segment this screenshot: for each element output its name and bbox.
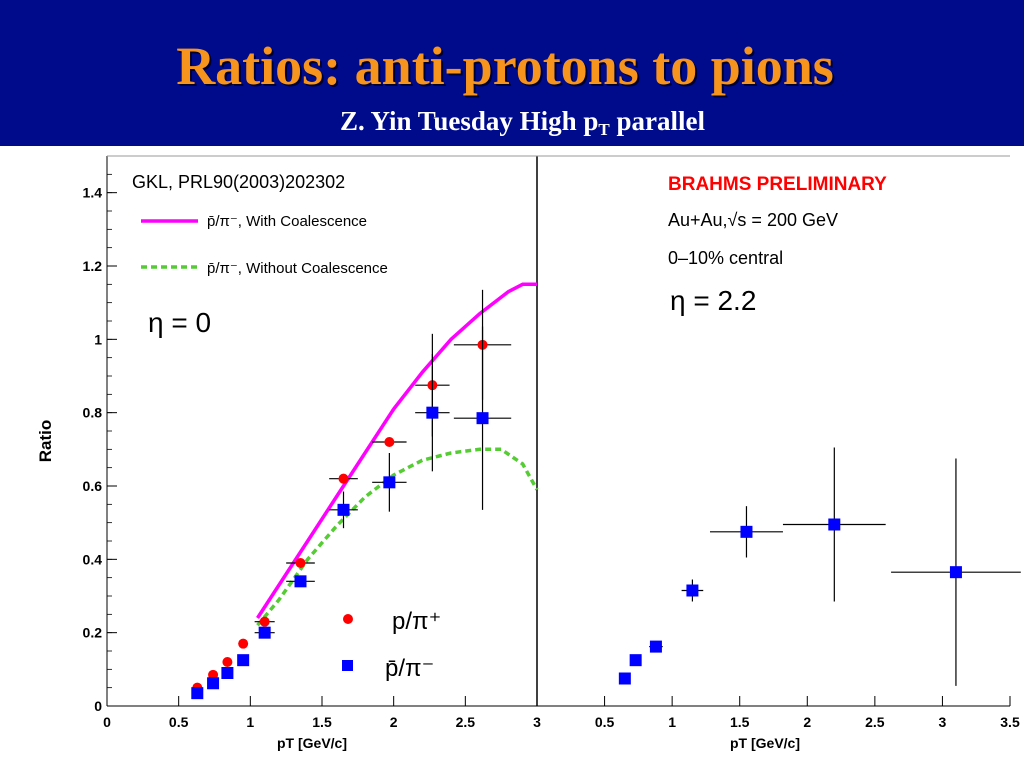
- brahms-antiproton-pion-point: [618, 672, 631, 685]
- brahms-antiproton-pion-point: [828, 518, 841, 531]
- left-axis-ticks: 0 0.2 0.4 0.6 0.8 1 1.2 1.4 0 0.5 1 1.5 2 2.5 3: [83, 173, 541, 730]
- right-eta-annotation: η = 2.2: [670, 285, 756, 316]
- x-tick-label: 3: [533, 714, 541, 730]
- proton-pion-point: [259, 616, 270, 627]
- proton-pion-point: [338, 473, 349, 484]
- antiproton-pion-point: [207, 677, 220, 690]
- proton-pion-point: [295, 558, 306, 568]
- x-tick-label: 1: [246, 714, 254, 730]
- antiproton-pion-point: [294, 575, 307, 588]
- y-tick-label: 0.4: [83, 551, 103, 567]
- left-chart-marks: [191, 282, 539, 700]
- antiproton-pion-point: [383, 476, 396, 489]
- left-x-axis-label: pT [GeV/c]: [277, 735, 347, 751]
- curve-with-coalescence: [256, 282, 537, 619]
- slide-subtitle: Z. Yin Tuesday High pT parallel: [0, 104, 1024, 147]
- y-tick-label: 0.6: [83, 478, 103, 494]
- curve-without-coalescence: [256, 447, 539, 627]
- y-tick-label: 1: [94, 331, 102, 347]
- y-tick-label: 0.8: [83, 405, 103, 421]
- y-tick-label: 0: [94, 698, 102, 714]
- antiproton-pion-point: [337, 503, 350, 516]
- x-tick-label: 2: [803, 714, 811, 730]
- x-tick-label: 3: [939, 714, 947, 730]
- right-chart-marks: [618, 447, 1021, 686]
- ratio-plots: 0 0.2 0.4 0.6 0.8 1 1.2 1.4 0 0.5 1 1.5 2 2.5 3 0.5 1 1.…: [36, 155, 1021, 751]
- y-tick-label: 0.2: [83, 625, 103, 641]
- legend-label-without-coalescence: p̄/π⁻, Without Coalescence: [207, 260, 388, 277]
- x-tick-label: 1.5: [730, 714, 750, 730]
- antiproton-pion-point: [476, 412, 489, 425]
- antiproton-pion-point: [426, 406, 439, 419]
- y-tick-label: 1.2: [83, 258, 103, 274]
- antiproton-pion-point: [258, 626, 271, 639]
- y-tick-label: 1.4: [83, 185, 103, 201]
- right-collision-annotation: Au+Au,√s = 200 GeV: [668, 210, 838, 230]
- brahms-antiproton-pion-point: [686, 584, 699, 597]
- x-tick-label: 2.5: [865, 714, 885, 730]
- left-y-axis-label: Ratio: [36, 420, 55, 463]
- antiproton-pion-point: [237, 654, 250, 667]
- subtitle-suffix: parallel: [609, 106, 705, 136]
- subtitle-subscript: T: [598, 120, 610, 139]
- brahms-antiproton-pion-point: [649, 640, 662, 653]
- legend-label-proton-pion: p/π⁺: [392, 608, 441, 635]
- slide-title: Ratios: anti-protons to pions: [176, 36, 834, 96]
- brahms-antiproton-pion-point: [740, 525, 753, 538]
- right-chart-title: BRAHMS PRELIMINARY: [668, 174, 887, 195]
- x-tick-label: 3.5: [1000, 714, 1020, 730]
- legend-marker-proton-pion: [343, 614, 353, 624]
- legend-label-with-coalescence: p̄/π⁻, With Coalescence: [207, 213, 367, 230]
- right-axis-ticks: 0.5 1 1.5 2 2.5 3 3.5: [536, 696, 1020, 730]
- x-tick-label: 0.5: [169, 714, 189, 730]
- antiproton-pion-point: [221, 667, 234, 679]
- left-eta-annotation: η = 0: [148, 307, 211, 338]
- left-chart-title: GKL, PRL90(2003)202302: [132, 172, 345, 192]
- x-tick-label: 0: [103, 714, 111, 730]
- x-tick-label: 2.5: [456, 714, 476, 730]
- antiproton-pion-point: [191, 687, 204, 700]
- x-tick-label: 1: [668, 714, 676, 730]
- proton-pion-point: [384, 437, 395, 447]
- x-tick-label: 0.5: [595, 714, 615, 730]
- legend-marker-antiproton-pion: [342, 660, 353, 671]
- brahms-antiproton-pion-point: [949, 566, 962, 579]
- x-tick-label: 2: [390, 714, 398, 730]
- brahms-antiproton-pion-point: [629, 654, 642, 667]
- slide-header: Ratios: anti-protons to pions Z. Yin Tue…: [0, 0, 1024, 146]
- proton-pion-point: [238, 638, 249, 649]
- proton-pion-point: [222, 657, 233, 667]
- subtitle-prefix: Z. Yin Tuesday High p: [340, 106, 599, 136]
- x-tick-label: 1.5: [312, 714, 332, 730]
- legend-label-antiproton-pion: p̄/π⁻: [385, 655, 434, 682]
- right-x-axis-label: pT [GeV/c]: [730, 735, 800, 751]
- right-centrality-annotation: 0–10% central: [668, 248, 783, 268]
